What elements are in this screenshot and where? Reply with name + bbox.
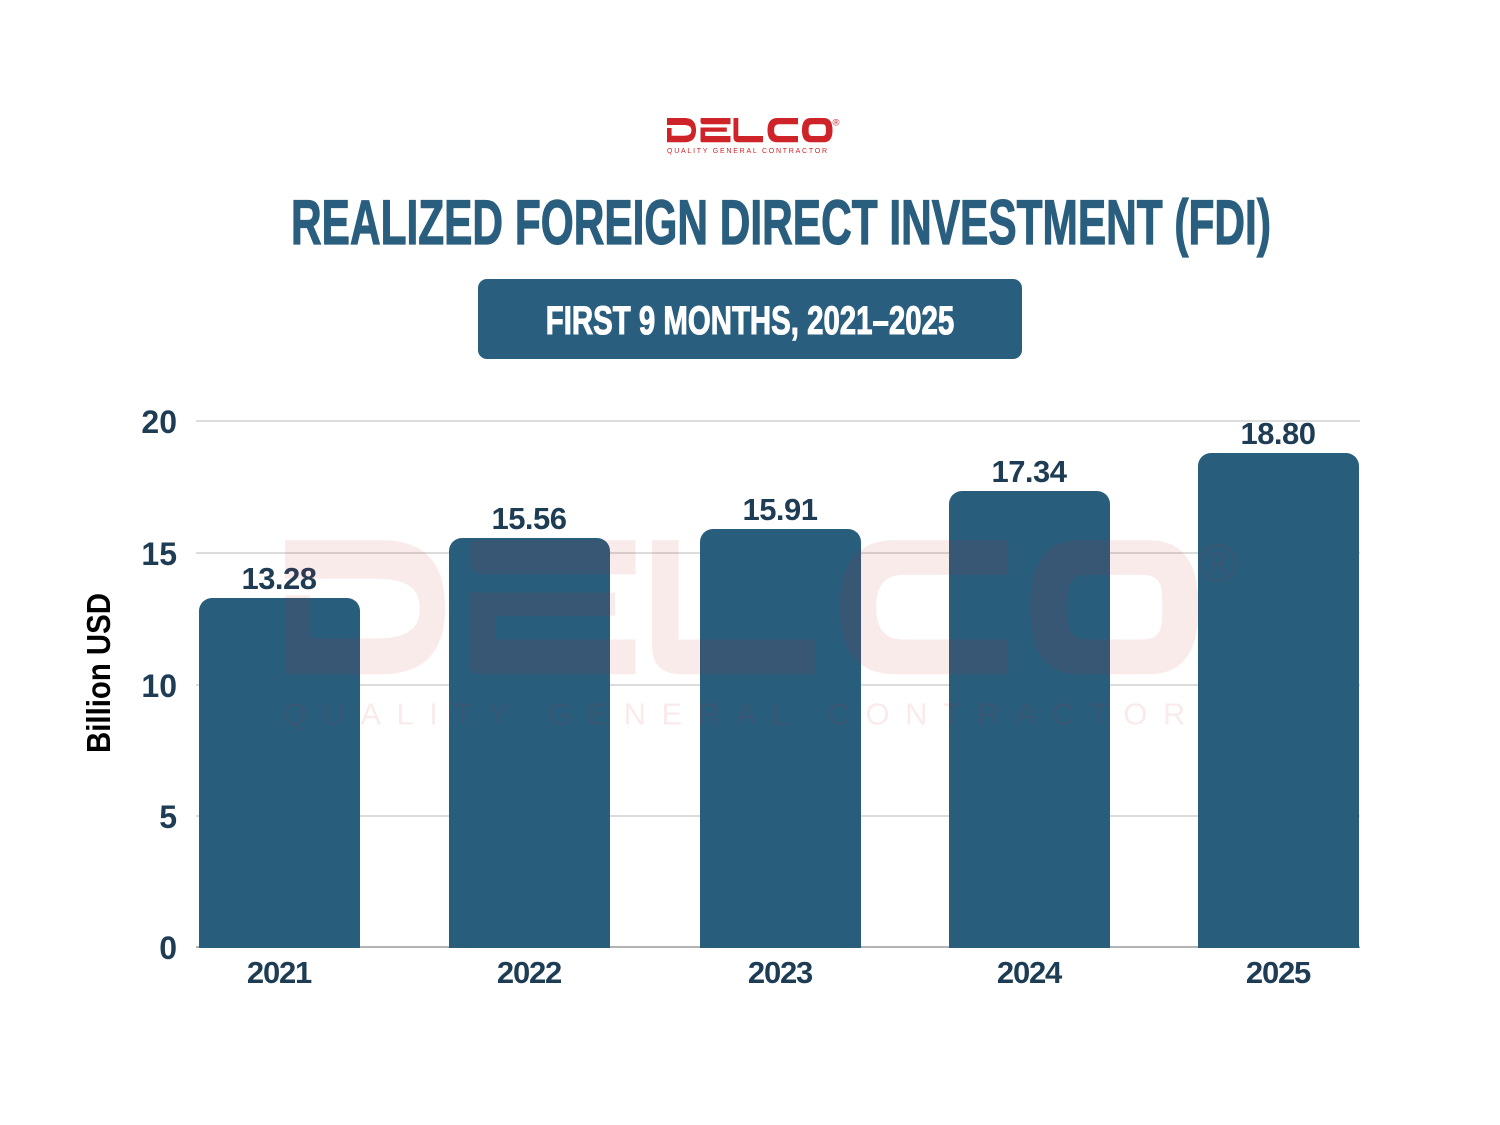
svg-text:QUALITY GENERAL CONTRACTOR: QUALITY GENERAL CONTRACTOR (667, 148, 827, 155)
